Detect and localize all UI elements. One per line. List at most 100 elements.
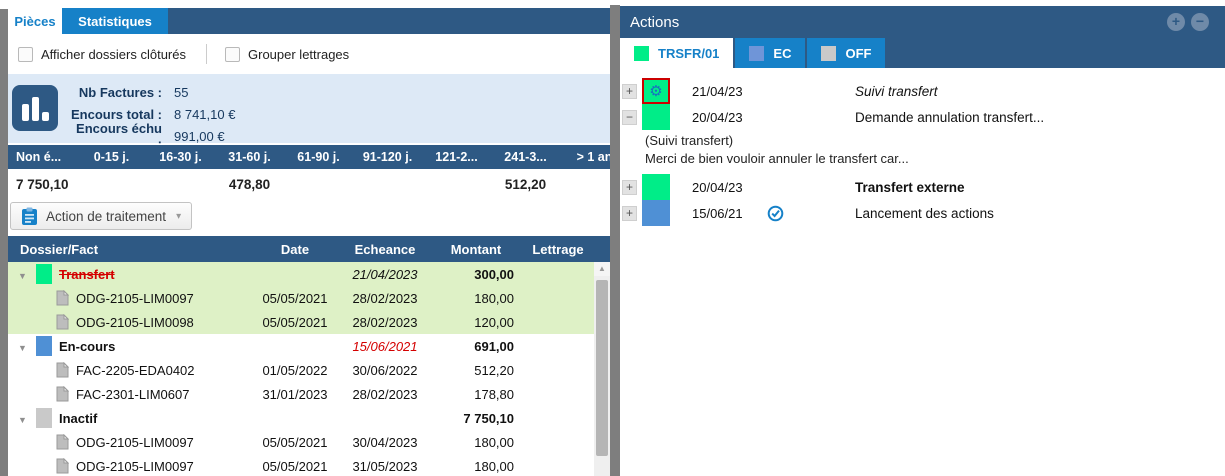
montant-cell: 300,00: [474, 266, 514, 282]
document-label: ODG-2105-LIM0097: [76, 434, 194, 450]
panel-divider[interactable]: [610, 5, 620, 476]
dossier-cell: ODG-2105-LIM0097: [36, 290, 250, 306]
action-status-cell[interactable]: [642, 104, 670, 130]
dossier-cell: FAC-2301-LIM0607: [36, 386, 250, 402]
table-row[interactable]: ODG-2105-LIM0097 05/05/2021 30/04/2023 180,…: [8, 430, 594, 454]
table-scrollbar[interactable]: ▲: [594, 262, 610, 476]
expand-plus-button[interactable]: +: [622, 83, 637, 99]
table-row[interactable]: ODG-2105-LIM0098 05/05/2021 28/02/2023 120,…: [8, 310, 594, 334]
checkbox-afficher-dossiers-clotures[interactable]: [18, 46, 33, 62]
checkbox-label: Afficher dossiers clôturés: [41, 46, 186, 62]
stat-value: 991,00 €: [174, 128, 225, 144]
action-button-label: Action de traitement: [46, 208, 167, 224]
table-row[interactable]: ▼ En-cours 15/06/2021 691,00: [8, 334, 594, 358]
tab-trsfr-01[interactable]: TRSFR/01: [620, 38, 734, 68]
tab-ec[interactable]: EC: [735, 38, 806, 68]
group-color-square: [36, 336, 52, 356]
collapse-minus-button[interactable]: −: [622, 109, 637, 125]
action-row[interactable]: +15/06/21 Lancement des actions: [622, 200, 1225, 226]
action-status-cell[interactable]: [642, 200, 670, 226]
table-row[interactable]: ▼ Transfert 21/04/2023 300,00: [8, 262, 594, 286]
table-row[interactable]: FAC-2301-LIM0607 31/01/2023 28/02/2023 178,…: [8, 382, 594, 406]
group-color-square: [36, 408, 52, 428]
status-color-icon: [749, 45, 765, 61]
check-circle-icon: [760, 205, 790, 222]
column-header-date[interactable]: Date: [280, 241, 310, 257]
dossier-cell: ODG-2105-LIM0098: [36, 314, 250, 330]
montant-cell: 120,00: [474, 314, 514, 330]
column-header-montant[interactable]: Montant: [450, 241, 502, 257]
document-label: ODG-2105-LIM0097: [76, 290, 194, 306]
aging-column-label: 16-30 j.: [159, 150, 202, 164]
aging-column-label: 241-3...: [504, 150, 547, 164]
tree-expander-icon[interactable]: ▼: [18, 270, 27, 281]
stat-label: Nb Factures :: [78, 84, 162, 100]
column-header-dossier[interactable]: Dossier/Fact: [20, 241, 99, 257]
tab-off[interactable]: OFF: [807, 38, 886, 68]
tab-pieces[interactable]: Pièces: [8, 8, 62, 34]
actions-header: Actions + −: [620, 6, 1225, 38]
echeance-cell: 15/06/2021: [352, 338, 418, 354]
table-row[interactable]: ▼ Inactif 7 750,10: [8, 406, 594, 430]
action-de-traitement-button[interactable]: Action de traitement ▾: [10, 202, 193, 230]
date-cell: 05/05/2021: [262, 434, 328, 450]
checkbox-label: Grouper lettrages: [248, 46, 350, 62]
stat-value: 8 741,10 €: [174, 106, 236, 122]
aging-column-label: 61-90 j.: [297, 150, 340, 164]
column-header-lettrage[interactable]: Lettrage: [532, 241, 584, 257]
stat-encours-total: Encours total : 8 741,10 €: [70, 103, 235, 125]
montant-cell: 180,00: [474, 458, 514, 474]
table-row[interactable]: ODG-2105-LIM0097 05/05/2021 31/05/2023 180,…: [8, 454, 594, 476]
left-tab-bar: Pièces Statistiques: [8, 8, 610, 34]
action-title: Suivi transfert: [855, 83, 938, 99]
action-date: 15/06/21: [692, 205, 743, 221]
tab-bar-filler: [168, 8, 610, 34]
remove-action-button[interactable]: −: [1191, 13, 1209, 31]
group-label: En-cours: [59, 338, 116, 354]
scrollbar-thumb[interactable]: [596, 280, 608, 456]
tree-expander-icon[interactable]: ▼: [18, 414, 27, 425]
date-cell: 05/05/2021: [262, 458, 328, 474]
document-label: ODG-2105-LIM0098: [76, 314, 194, 330]
action-row[interactable]: − 20/04/23 Demande annulation transfert...: [622, 104, 1225, 130]
document-icon: [56, 290, 69, 306]
stat-encours-echu: Encours échu : 991,00 €: [70, 121, 235, 151]
expand-plus-button[interactable]: +: [622, 179, 637, 195]
table-row[interactable]: ODG-2105-LIM0097 05/05/2021 28/02/2023 180,…: [8, 286, 594, 310]
action-title: Lancement des actions: [855, 205, 994, 221]
column-header-echeance[interactable]: Echeance: [354, 241, 416, 257]
montant-cell: 178,80: [474, 386, 514, 402]
document-icon: [56, 386, 69, 402]
group-label: Inactif: [59, 410, 98, 426]
actions-panel: Actions + − TRSFR/01 EC OFF + ⚙ 21/04/23 Suiv…: [620, 0, 1225, 476]
echeance-cell: 31/05/2023: [352, 458, 418, 474]
aging-column-label: Non é...: [16, 150, 62, 164]
scroll-up-arrow[interactable]: ▲: [594, 262, 610, 276]
tree-expander-icon[interactable]: ▼: [18, 342, 27, 353]
aging-column-label: 91-120 j.: [362, 150, 413, 164]
date-cell: 31/01/2023: [262, 386, 328, 402]
aging-buckets-values: 7 750,10 478,80 512,20: [8, 169, 610, 199]
checkbox-grouper-lettrages[interactable]: [225, 46, 240, 62]
status-color-icon: [634, 45, 649, 61]
echeance-cell: 21/04/2023: [352, 266, 418, 282]
add-action-button[interactable]: +: [1167, 13, 1185, 31]
action-date: 20/04/23: [692, 179, 743, 195]
action-title: Transfert externe: [855, 179, 965, 195]
action-date: 21/04/23: [692, 83, 743, 99]
document-label: ODG-2105-LIM0097: [76, 458, 194, 474]
action-row[interactable]: +20/04/23 Transfert externe: [622, 174, 1225, 200]
action-date: 20/04/23: [692, 109, 743, 125]
action-status-cell[interactable]: [642, 174, 670, 200]
aging-column-label: > 1 an: [576, 150, 610, 164]
montant-cell: 512,20: [474, 362, 514, 378]
table-row[interactable]: FAC-2205-EDA0402 01/05/2022 30/06/2022 512,…: [8, 358, 594, 382]
echeance-cell: 28/02/2023: [352, 290, 418, 306]
action-status-cell[interactable]: ⚙: [642, 78, 670, 104]
expand-plus-button[interactable]: +: [622, 205, 637, 221]
tab-statistiques-label: Statistiques: [78, 13, 152, 29]
echeance-cell: 30/06/2022: [352, 362, 418, 378]
action-row[interactable]: + ⚙ 21/04/23 Suivi transfert: [622, 78, 1225, 104]
group-color-square: [36, 264, 52, 284]
tab-statistiques[interactable]: Statistiques: [62, 8, 168, 34]
